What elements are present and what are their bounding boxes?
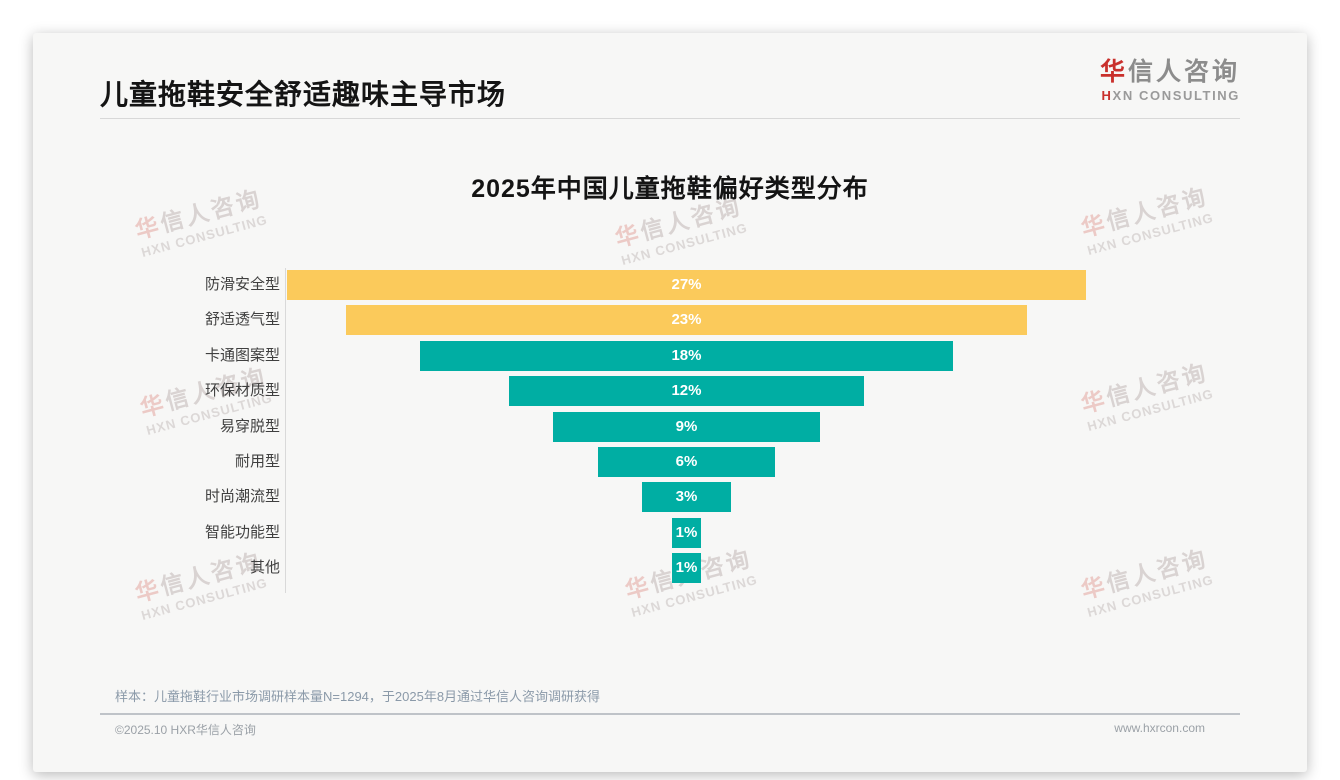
category-label: 智能功能型 [204, 523, 280, 541]
funnel-bar: 18% [420, 340, 953, 371]
bar-value-label: 9% [675, 417, 698, 435]
funnel-bar: 6% [597, 446, 776, 477]
funnel-row: 防滑安全型 27% [33, 270, 1307, 300]
logo-cn-text: 华信人咨询 [1099, 58, 1240, 87]
funnel-row: 环保材质型 12% [33, 376, 1307, 407]
funnel-row: 耐用型 6% [33, 446, 1307, 477]
funnel-bar: 23% [346, 305, 1027, 336]
footer-divider [100, 713, 1240, 715]
funnel-row: 智能功能型 1% [33, 517, 1307, 548]
logo-en-rest: XN CONSULTING [1112, 87, 1240, 103]
funnel-bar: 27% [287, 270, 1086, 300]
category-label: 其他 [249, 559, 280, 577]
bar-value-label: 1% [675, 523, 698, 541]
funnel-row: 其他 1% [33, 553, 1307, 584]
category-label: 易穿脱型 [219, 417, 280, 435]
copyright-text: ©2025.10 HXR华信人咨询 [115, 723, 256, 737]
category-label: 环保材质型 [204, 382, 280, 400]
website-text: www.hxrcon.com [1114, 721, 1205, 735]
title-divider [100, 118, 1240, 119]
funnel-rows: 防滑安全型 27% 舒适透气型 23% 卡通图案型 18% 环保材质型 12% 易穿脱型 9% 耐用… [33, 270, 1307, 589]
logo-cn-first: 华 [1099, 58, 1128, 86]
category-label: 防滑安全型 [204, 276, 280, 293]
logo-en-text: HXN CONSULTING [1100, 87, 1240, 103]
bar-value-label: 23% [671, 311, 702, 329]
category-label: 卡通图案型 [204, 346, 280, 364]
funnel-bar: 1% [671, 553, 702, 584]
logo-en-first: H [1101, 87, 1113, 103]
funnel-row: 卡通图案型 18% [33, 340, 1307, 371]
bar-value-label: 18% [671, 346, 702, 364]
logo-cn-rest: 信人咨询 [1127, 58, 1240, 86]
bar-value-label: 1% [675, 559, 698, 577]
funnel-bar: 12% [508, 376, 865, 407]
category-label: 时尚潮流型 [204, 488, 280, 506]
bar-value-label: 27% [671, 276, 702, 293]
category-label: 舒适透气型 [204, 311, 280, 329]
slide-card: 华信人咨询 HXN CONSULTING 华信人咨询 HXN CONSULTING 华信… [33, 33, 1307, 772]
bar-value-label: 12% [671, 382, 702, 400]
funnel-bar: 3% [642, 482, 731, 513]
funnel-row: 易穿脱型 9% [33, 411, 1307, 442]
company-logo: 华信人咨询 HXN CONSULTING [1099, 58, 1240, 103]
funnel-row: 时尚潮流型 3% [33, 482, 1307, 513]
chart-title: 2025年中国儿童拖鞋偏好类型分布 [471, 175, 869, 203]
category-label: 耐用型 [234, 452, 280, 470]
chart-axis-line [285, 268, 286, 593]
sample-note: 样本：儿童拖鞋行业市场调研样本量N=1294，于2025年8月通过华信人咨询调研… [115, 689, 601, 704]
funnel-bar: 9% [553, 411, 820, 442]
bar-value-label: 3% [675, 488, 698, 506]
funnel-row: 舒适透气型 23% [33, 305, 1307, 336]
bar-value-label: 6% [675, 452, 698, 470]
funnel-bar: 1% [671, 517, 702, 548]
watermark-en-text: HXN CONSULTING [619, 219, 750, 268]
watermark-en-text: HXN CONSULTING [1085, 209, 1216, 258]
watermark-en-text: HXN CONSULTING [139, 211, 270, 260]
page-title: 儿童拖鞋安全舒适趣味主导市场 [100, 79, 507, 110]
